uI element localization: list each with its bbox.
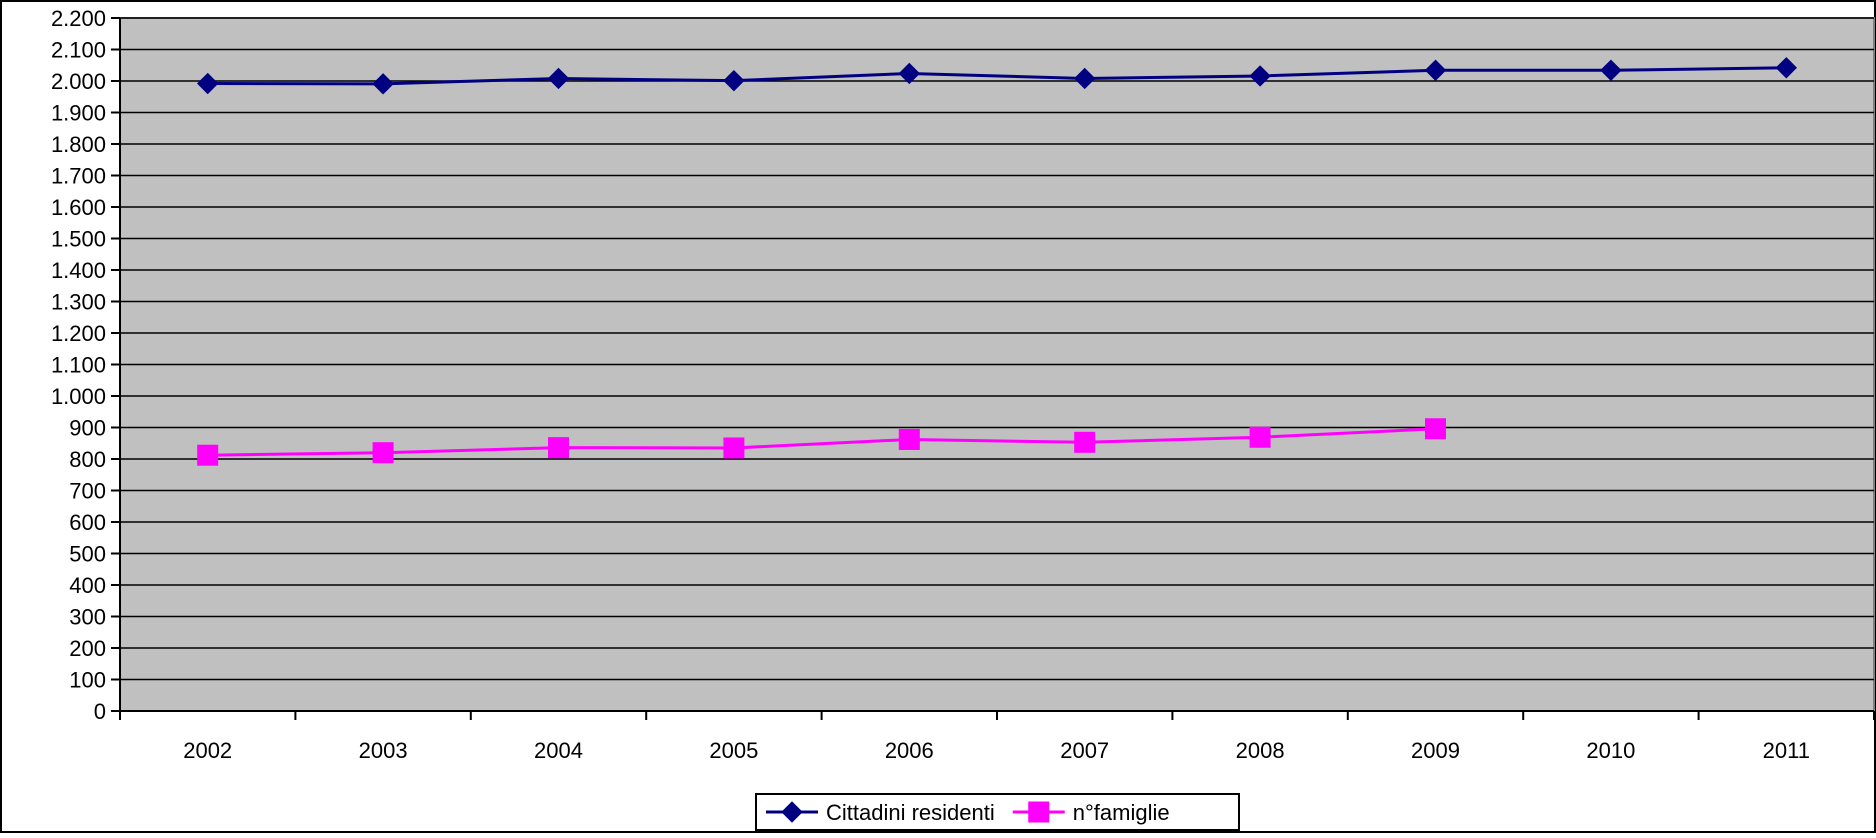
gridlines bbox=[120, 17, 1874, 681]
data-point bbox=[723, 437, 745, 459]
data-point bbox=[723, 69, 745, 92]
y-tick-label: 100 bbox=[69, 668, 106, 693]
y-tick-label: 1.100 bbox=[51, 353, 106, 378]
data-point bbox=[1425, 418, 1446, 440]
legend-label: n°famiglie bbox=[1073, 800, 1170, 825]
y-tick-label: 400 bbox=[69, 573, 106, 598]
data-point bbox=[1249, 426, 1271, 448]
y-tick-label: 700 bbox=[69, 479, 106, 504]
y-tick-label: 1.000 bbox=[51, 384, 106, 409]
y-tick-label: 200 bbox=[69, 636, 106, 661]
series-layer bbox=[196, 57, 1798, 466]
y-tick-label: 1.500 bbox=[51, 227, 106, 252]
x-tick-label: 2007 bbox=[1060, 738, 1109, 763]
data-point bbox=[1028, 801, 1050, 823]
data-point bbox=[547, 67, 570, 90]
series-line bbox=[207, 66, 1787, 86]
series-cittadini-residenti bbox=[196, 57, 1798, 95]
data-point bbox=[781, 801, 803, 823]
x-tick-label: 2003 bbox=[359, 738, 408, 763]
legend-item: Cittadini residenti bbox=[766, 800, 995, 825]
y-tick-label: 1.600 bbox=[51, 195, 106, 220]
legend-item: n°famiglie bbox=[1012, 800, 1170, 825]
y-tick-label: 800 bbox=[69, 447, 106, 472]
data-point bbox=[372, 442, 394, 464]
data-point bbox=[196, 72, 219, 95]
x-tick-label: 2010 bbox=[1586, 738, 1635, 763]
legend-box bbox=[755, 793, 1240, 831]
data-point bbox=[372, 73, 394, 95]
y-tick-label: 1.400 bbox=[51, 258, 106, 283]
legend: Cittadini residenti n°famiglie bbox=[755, 793, 1240, 831]
series-line bbox=[207, 427, 1436, 457]
legend-label: Cittadini residenti bbox=[826, 800, 995, 825]
y-tick-label: 300 bbox=[69, 605, 106, 630]
y-tick-label: 900 bbox=[69, 416, 106, 441]
x-tick-label: 2005 bbox=[709, 738, 758, 763]
y-tick-label: 1.700 bbox=[51, 164, 106, 189]
y-tick-label: 1.800 bbox=[51, 132, 106, 157]
y-tick-label: 2.100 bbox=[51, 38, 106, 63]
data-point bbox=[1424, 59, 1447, 81]
data-point bbox=[1074, 431, 1096, 453]
data-point bbox=[548, 437, 569, 459]
x-tick-label: 2002 bbox=[183, 738, 232, 763]
y-tick-label: 1.200 bbox=[51, 321, 106, 346]
data-point bbox=[1600, 59, 1622, 81]
x-tick-label: 2011 bbox=[1763, 738, 1810, 763]
y-tick-label: 600 bbox=[69, 510, 106, 535]
data-point bbox=[898, 62, 921, 85]
data-point bbox=[1249, 65, 1271, 87]
data-point bbox=[1073, 67, 1096, 90]
x-tick-label: 2008 bbox=[1236, 738, 1285, 763]
y-tick-label: 500 bbox=[69, 542, 106, 567]
series-n-famiglie bbox=[197, 418, 1446, 466]
axes: 0 100 200 300 400 500 600 700 800 900 1.000 1.100 1.… bbox=[51, 6, 1875, 763]
y-tick-label: 1.900 bbox=[51, 101, 106, 126]
x-tick-label: 2004 bbox=[534, 738, 583, 763]
x-tick-label: 2006 bbox=[885, 738, 934, 763]
data-point bbox=[1775, 57, 1798, 79]
data-point bbox=[898, 428, 920, 450]
y-tick-label: 2.000 bbox=[51, 69, 106, 94]
y-tick-label: 2.200 bbox=[51, 6, 106, 31]
x-tick-label: 2009 bbox=[1411, 738, 1460, 763]
data-point bbox=[197, 444, 219, 466]
y-tick-label: 1.300 bbox=[51, 290, 106, 315]
y-tick-label: 0 bbox=[94, 699, 106, 724]
